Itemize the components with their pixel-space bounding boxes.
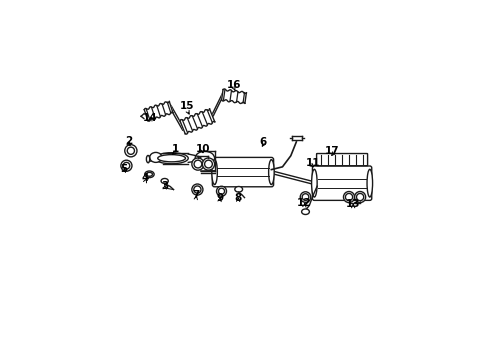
FancyBboxPatch shape [212,157,273,187]
Ellipse shape [356,193,363,201]
Text: 12: 12 [297,198,311,208]
Text: 3: 3 [161,181,168,191]
Polygon shape [144,102,173,121]
Ellipse shape [234,186,242,192]
Ellipse shape [149,152,162,162]
Ellipse shape [155,153,188,164]
Ellipse shape [195,151,214,165]
Ellipse shape [146,156,149,163]
Text: 6: 6 [259,136,266,147]
Polygon shape [221,89,246,103]
Ellipse shape [194,160,202,168]
Ellipse shape [121,160,132,171]
Text: 13: 13 [345,199,360,209]
Ellipse shape [218,188,224,194]
Ellipse shape [193,186,201,193]
Ellipse shape [300,192,310,202]
Text: 1: 1 [172,144,179,153]
Text: 7: 7 [192,190,199,200]
Ellipse shape [161,179,168,184]
Ellipse shape [123,162,129,169]
Text: 2: 2 [125,136,133,146]
Ellipse shape [191,158,203,170]
Ellipse shape [204,160,212,168]
FancyBboxPatch shape [316,153,367,166]
Ellipse shape [191,184,203,195]
Ellipse shape [211,159,217,185]
Ellipse shape [343,192,354,203]
Ellipse shape [144,171,154,177]
Ellipse shape [345,193,352,201]
FancyBboxPatch shape [312,166,371,201]
Ellipse shape [354,192,365,203]
Polygon shape [180,109,214,134]
Text: 4: 4 [142,173,149,183]
Text: 14: 14 [142,113,157,123]
Ellipse shape [302,194,308,201]
Ellipse shape [301,209,309,215]
Text: 10: 10 [195,144,210,154]
Ellipse shape [202,158,214,170]
Text: 11: 11 [305,158,320,168]
Ellipse shape [146,172,152,176]
Text: 9: 9 [216,193,223,203]
Text: 16: 16 [226,80,241,90]
Ellipse shape [124,145,137,157]
Text: 17: 17 [325,146,339,156]
Ellipse shape [366,169,372,197]
Ellipse shape [158,155,185,162]
Ellipse shape [268,159,274,185]
Text: 15: 15 [179,102,194,111]
Ellipse shape [311,169,317,197]
Text: 5: 5 [120,164,127,174]
Ellipse shape [127,147,134,154]
Text: 8: 8 [234,193,241,203]
Ellipse shape [216,186,226,196]
